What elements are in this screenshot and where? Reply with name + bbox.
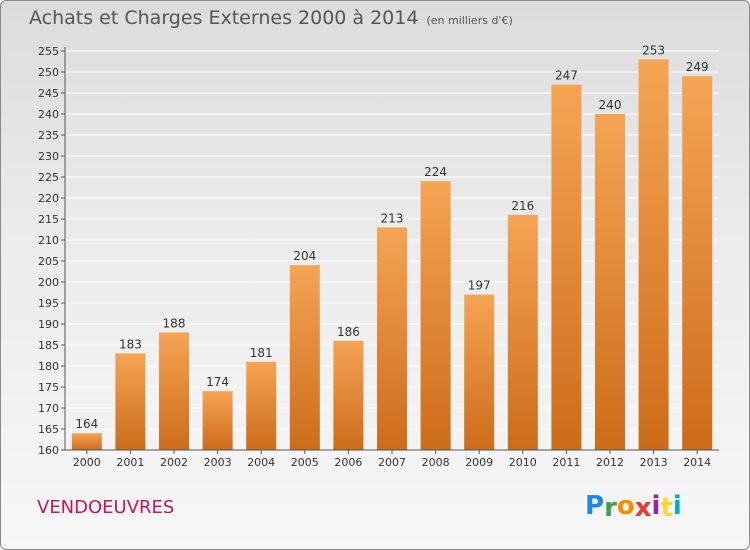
x-tick-label: 2001: [116, 456, 144, 469]
x-tick-label: 2002: [160, 456, 188, 469]
y-tick-label: 165: [38, 423, 59, 436]
bar-2007: [377, 227, 407, 450]
x-tick-label: 2012: [596, 456, 624, 469]
x-tick-label: 2010: [509, 456, 537, 469]
y-tick-label: 230: [38, 150, 59, 163]
y-tick-label: 225: [38, 171, 59, 184]
y-tick-label: 220: [38, 192, 59, 205]
y-tick-label: 175: [38, 381, 59, 394]
bar-2000: [71, 433, 102, 450]
x-tick-label: 2008: [422, 456, 450, 469]
data-labels: 164 183 188 174 181 204 186 213 224 197 216 247 240 2…: [75, 43, 708, 431]
logo-letter: r: [604, 493, 617, 523]
y-tick-label: 160: [38, 444, 59, 457]
bar-2009: [464, 294, 495, 450]
data-label-2014: 249: [686, 60, 709, 74]
logo-letter: t: [660, 493, 673, 523]
axes: [64, 47, 719, 451]
bar-2010: [507, 214, 538, 450]
logo-letter: i: [672, 491, 682, 521]
logo-letter: P: [585, 491, 605, 521]
x-tick-label: 2009: [465, 456, 493, 469]
chart-title-text: Achats et Charges Externes 2000 à 2014: [29, 7, 419, 29]
data-label-2000: 164: [75, 417, 98, 431]
y-tick-label: 180: [38, 360, 59, 373]
bar-2001: [115, 353, 146, 450]
x-tick-label: 2007: [378, 456, 406, 469]
x-tick-label: 2005: [291, 456, 319, 469]
chart-subtitle: (en milliers d'€): [426, 14, 513, 27]
x-tick-label: 2011: [552, 456, 580, 469]
x-tick-label: 2014: [683, 456, 711, 469]
y-tick-label: 250: [38, 66, 59, 79]
bar-2003: [202, 391, 233, 450]
logo-letter: i: [651, 491, 661, 521]
data-label-2004: 181: [250, 346, 273, 360]
y-tick-label: 195: [38, 297, 59, 310]
bar-2004: [246, 361, 277, 450]
y-tick-label: 245: [38, 87, 59, 100]
y-tick-label: 200: [38, 276, 59, 289]
data-label-2010: 216: [511, 199, 534, 213]
y-tick-label: 205: [38, 255, 59, 268]
x-axis-ticks: 2000 2001 2002 2003 2004 2005 2006 2007 2008 2009…: [73, 450, 711, 469]
data-label-2005: 204: [293, 249, 316, 263]
data-label-2012: 240: [599, 98, 622, 112]
bar-2011: [551, 84, 582, 450]
bar-2013: [638, 59, 669, 451]
x-tick-label: 2004: [247, 456, 275, 469]
x-tick-label: 2000: [73, 456, 101, 469]
bar-2012: [595, 114, 625, 450]
bar-2005: [289, 265, 320, 450]
city-name: VENDOEUVRES: [37, 497, 175, 518]
data-label-2003: 174: [206, 375, 229, 389]
data-label-2007: 213: [381, 211, 404, 225]
y-tick-label: 190: [38, 318, 59, 331]
data-label-2013: 253: [642, 43, 665, 57]
y-tick-label: 170: [38, 402, 59, 415]
proxiti-logo: Proxiti: [585, 491, 682, 523]
x-tick-label: 2003: [204, 456, 232, 469]
data-label-2008: 224: [424, 165, 447, 179]
data-label-2002: 188: [163, 316, 186, 330]
data-label-2009: 197: [468, 279, 491, 293]
data-label-2011: 247: [555, 69, 578, 83]
bar-2002: [159, 332, 189, 450]
bar-2014: [682, 76, 713, 450]
logo-letter: o: [616, 491, 635, 521]
y-tick-label: 185: [38, 339, 59, 352]
data-label-2001: 183: [119, 337, 142, 351]
data-label-2006: 186: [337, 325, 360, 339]
y-tick-label: 235: [38, 129, 59, 142]
y-tick-label: 240: [38, 108, 59, 121]
bar-2006: [333, 340, 364, 450]
y-axis-ticks: 160 165 170 175 180 185 190 195 200 205 210 215 220 2…: [38, 45, 65, 457]
logo-letter: x: [634, 493, 652, 523]
bar-2008: [420, 181, 451, 450]
y-tick-label: 210: [38, 234, 59, 247]
x-tick-label: 2013: [640, 456, 668, 469]
x-tick-label: 2006: [334, 456, 362, 469]
y-tick-label: 255: [38, 45, 59, 58]
y-tick-label: 215: [38, 213, 59, 226]
bars: [71, 59, 713, 451]
chart-title: Achats et Charges Externes 2000 à 2014 (e…: [29, 7, 513, 29]
